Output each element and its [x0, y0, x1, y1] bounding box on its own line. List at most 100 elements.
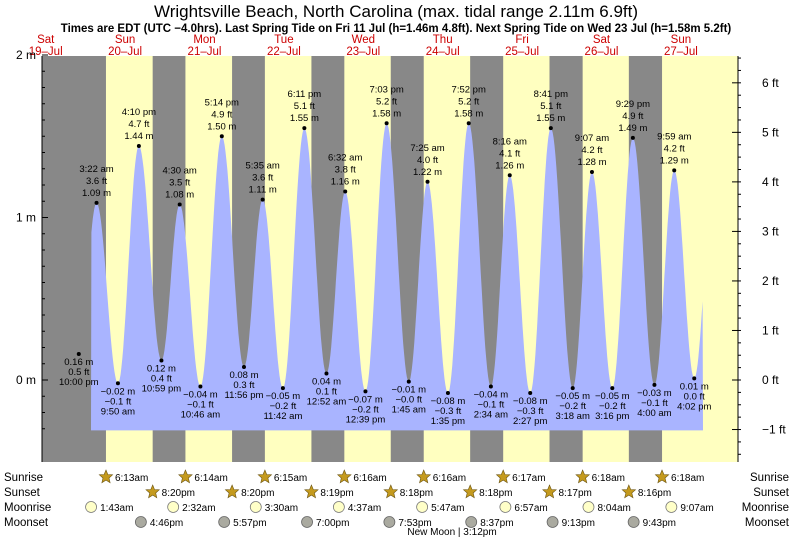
tide-point: [363, 389, 368, 394]
tide-time: 8:41 pm: [534, 89, 568, 100]
day-name: Sun: [115, 34, 135, 46]
tide-height-m: −0.04 m: [183, 390, 218, 401]
tide-time: 7:25 am: [410, 143, 444, 154]
sunrise-time: 6:16am: [433, 473, 466, 484]
high-tide: 6:11 pm5.1 ft1.55 m: [288, 89, 321, 131]
tide-height-ft: −0.2 ft: [270, 401, 297, 412]
tide-height-m: −0.03 m: [637, 388, 672, 399]
tide-height-ft: 0.4 ft: [151, 374, 172, 385]
tide-point: [324, 371, 329, 376]
day-date: 26–Jul: [585, 46, 619, 58]
tide-height-m: 0.01 m: [680, 381, 709, 392]
sunrise-icon: [178, 469, 193, 484]
y-tick-label-left: 0 m: [16, 373, 36, 387]
tide-height-m: −0.04 m: [474, 390, 509, 401]
low-tide: −0.04 m−0.1 ft2:34 am: [474, 384, 509, 421]
tide-height-ft: −0.1 ft: [641, 398, 668, 409]
tide-point: [589, 170, 594, 174]
tide-time: 12:39 pm: [346, 414, 386, 425]
sunset-row-label-right: Sunset: [753, 487, 790, 499]
tide-height-m: −0.05 m: [595, 391, 630, 402]
tide-point: [528, 391, 533, 395]
tide-time: 3:22 am: [79, 164, 113, 175]
tide-height-m: 1.50 m: [207, 121, 236, 132]
tide-time: 6:32 am: [328, 153, 362, 164]
moonset-row-label-left: Moonset: [4, 517, 49, 529]
day-name: Mon: [193, 34, 215, 46]
tide-height-m: 1.16 m: [331, 177, 360, 188]
tide-point: [548, 126, 553, 131]
sunrise-time: 6:18am: [592, 473, 625, 484]
tide-height-m: 1.11 m: [248, 185, 276, 196]
sunrise-event: 6:17am: [495, 469, 546, 484]
tide-height-m: −0.08 m: [431, 396, 466, 407]
tide-height-m: 1.22 m: [413, 167, 442, 178]
moonrise-time: 3:30am: [265, 503, 298, 514]
moonset-icon: [627, 516, 640, 528]
low-tide: −0.08 m−0.3 ft1:35 pm: [431, 391, 466, 427]
day-date: 20–Jul: [108, 46, 142, 58]
tide-height-m: −0.05 m: [555, 391, 590, 402]
day-date: 19–Jul: [29, 46, 63, 58]
tide-time: 7:52 pm: [452, 84, 486, 95]
sunrise-event: 6:15am: [257, 469, 307, 484]
tide-height-m: 0.08 m: [229, 370, 258, 381]
tide-height-m: 1.28 m: [577, 157, 606, 168]
tide-time: 10:00 pm: [59, 377, 99, 388]
tide-point: [384, 121, 389, 126]
tide-time: 4:00 am: [637, 408, 671, 419]
moonset-event: 8:37pm: [465, 516, 514, 529]
moonrise-event: 9:07am: [665, 501, 714, 514]
sunset-time: 8:20pm: [241, 488, 274, 499]
tide-height-ft: −0.3 ft: [435, 406, 462, 417]
sunrise-event: 6:16am: [336, 469, 387, 484]
tide-point: [115, 381, 120, 386]
sunset-time: 8:18pm: [400, 488, 433, 499]
moonrise-event: 5:47am: [416, 501, 464, 514]
high-tide: 8:41 pm5.1 ft1.55 m: [534, 89, 568, 131]
day-date: 23–Jul: [346, 46, 380, 58]
tide-point: [343, 189, 348, 194]
tide-height-ft: −0.1 ft: [187, 400, 214, 411]
y-tick-label-right: 1 ft: [762, 323, 779, 337]
day-name: Sat: [37, 34, 55, 46]
moonrise-time: 4:37am: [348, 503, 381, 514]
day-date: 24–Jul: [426, 46, 460, 58]
moonrise-icon: [332, 501, 345, 513]
moonset-time: 9:13pm: [562, 518, 595, 529]
tide-point: [76, 352, 81, 356]
moonrise-time: 6:57am: [514, 503, 547, 514]
day-date: 25–Jul: [505, 46, 539, 58]
tide-height-ft: 4.0 ft: [417, 155, 438, 166]
moonset-icon: [465, 516, 478, 528]
tide-time: 4:02 pm: [677, 401, 711, 412]
moonset-event: 5:57pm: [218, 516, 267, 529]
tide-time: 1:35 pm: [431, 416, 465, 427]
moonset-icon: [383, 516, 396, 528]
sunrise-time: 6:14am: [194, 473, 227, 484]
moonrise-event: 1:43am: [85, 501, 133, 514]
high-tide: 9:29 pm4.9 ft1.49 m: [616, 99, 650, 140]
tide-time: 1:45 am: [392, 405, 426, 416]
tide-point: [219, 134, 224, 139]
sunrise-event: 6:16am: [416, 469, 466, 484]
tide-height-ft: 4.2 ft: [664, 143, 685, 154]
tide-time: 12:52 am: [307, 397, 347, 408]
tide-time: 5:14 pm: [205, 97, 239, 108]
moonset-time: 9:43pm: [643, 518, 676, 529]
moonset-icon: [134, 516, 147, 528]
high-tide: 4:10 pm4.7 ft1.44 m: [122, 107, 156, 148]
tide-point: [136, 144, 141, 148]
sunset-time: 8:18pm: [479, 488, 512, 499]
day-labels: Sat19–JulSun20–JulMon21–JulTue22–JulWed2…: [29, 34, 698, 58]
tide-height-ft: 3.5 ft: [169, 178, 190, 189]
sunset-icon: [621, 484, 637, 499]
sunset-icon: [542, 484, 557, 499]
tide-height-m: 1.49 m: [618, 123, 647, 134]
sunset-row-label-left: Sunset: [4, 487, 41, 499]
tide-time: 2:34 am: [474, 410, 508, 421]
